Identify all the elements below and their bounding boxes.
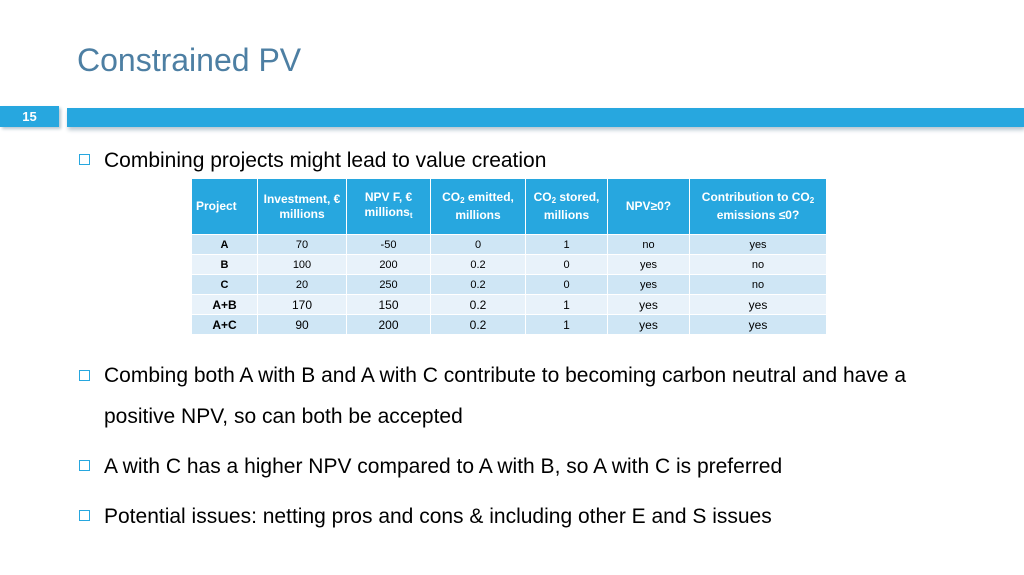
bullet-text: Combining projects might lead to value c…: [104, 149, 547, 172]
bullet-item: Combing both A with B and A with C contr…: [79, 355, 929, 437]
cell-npv-check: yes: [607, 294, 690, 315]
square-bullet-icon: [79, 154, 90, 165]
cell-contribution: yes: [689, 294, 827, 315]
cell-contribution: no: [689, 254, 827, 275]
header-npv-check: NPV≥0?: [607, 178, 690, 235]
cell-investment: 100: [257, 254, 347, 275]
table-row: A+C 90 200 0.2 1 yes yes: [191, 314, 827, 335]
cell-contribution: yes: [689, 314, 827, 335]
cell-co2-stored: 1: [525, 234, 608, 255]
table-row: A+B 170 150 0.2 1 yes yes: [191, 294, 827, 315]
header-project: Project: [191, 178, 258, 235]
cell-co2-stored: 1: [525, 294, 608, 315]
cell-co2-emitted: 0.2: [430, 274, 526, 295]
cell-contribution: no: [689, 274, 827, 295]
cell-project: C: [191, 274, 258, 295]
cell-npv: 250: [346, 274, 431, 295]
cell-npv: 150: [346, 294, 431, 315]
header-investment: Investment, € millions: [257, 178, 347, 235]
slide-number: 15: [0, 106, 59, 127]
cell-npv-check: yes: [607, 254, 690, 275]
projects-table: Project Investment, € millions NPV F, € …: [191, 178, 827, 335]
bullet-item: Combining projects might lead to value c…: [79, 148, 929, 174]
cell-co2-stored: 0: [525, 274, 608, 295]
cell-project: B: [191, 254, 258, 275]
cell-npv-check: no: [607, 234, 690, 255]
cell-investment: 170: [257, 294, 347, 315]
cell-npv: -50: [346, 234, 431, 255]
cell-npv: 200: [346, 254, 431, 275]
bullet-text: A with C has a higher NPV compared to A …: [104, 455, 783, 478]
cell-npv-check: yes: [607, 274, 690, 295]
cell-npv: 200: [346, 314, 431, 335]
square-bullet-icon: [79, 370, 90, 381]
header-npv: NPV F, € millionst: [346, 178, 431, 235]
bullet-text: Potential issues: netting pros and cons …: [104, 505, 772, 528]
cell-project: A+C: [191, 314, 258, 335]
cell-co2-emitted: 0.2: [430, 254, 526, 275]
cell-project: A: [191, 234, 258, 255]
bullet-text: Combing both A with B and A with C contr…: [104, 364, 907, 428]
cell-co2-emitted: 0.2: [430, 314, 526, 335]
cell-co2-emitted: 0: [430, 234, 526, 255]
cell-investment: 90: [257, 314, 347, 335]
square-bullet-icon: [79, 510, 90, 521]
cell-co2-emitted: 0.2: [430, 294, 526, 315]
header-co2-emitted: CO2 emitted, millions: [430, 178, 526, 235]
cell-npv-check: yes: [607, 314, 690, 335]
bullet-item: A with C has a higher NPV compared to A …: [79, 454, 929, 480]
slide-title: Constrained PV: [77, 42, 302, 78]
header-contribution: Contribution to CO2 emissions ≤0?: [689, 178, 827, 235]
table-header-row: Project Investment, € millions NPV F, € …: [191, 178, 827, 235]
square-bullet-icon: [79, 460, 90, 471]
table-row: B 100 200 0.2 0 yes no: [191, 254, 827, 275]
cell-investment: 20: [257, 274, 347, 295]
table-row: A 70 -50 0 1 no yes: [191, 234, 827, 255]
cell-investment: 70: [257, 234, 347, 255]
header-rule: [67, 108, 1024, 127]
cell-co2-stored: 0: [525, 254, 608, 275]
cell-contribution: yes: [689, 234, 827, 255]
cell-co2-stored: 1: [525, 314, 608, 335]
table-row: C 20 250 0.2 0 yes no: [191, 274, 827, 295]
cell-project: A+B: [191, 294, 258, 315]
bullet-item: Potential issues: netting pros and cons …: [79, 504, 929, 530]
header-co2-stored: CO2 stored, millions: [525, 178, 608, 235]
